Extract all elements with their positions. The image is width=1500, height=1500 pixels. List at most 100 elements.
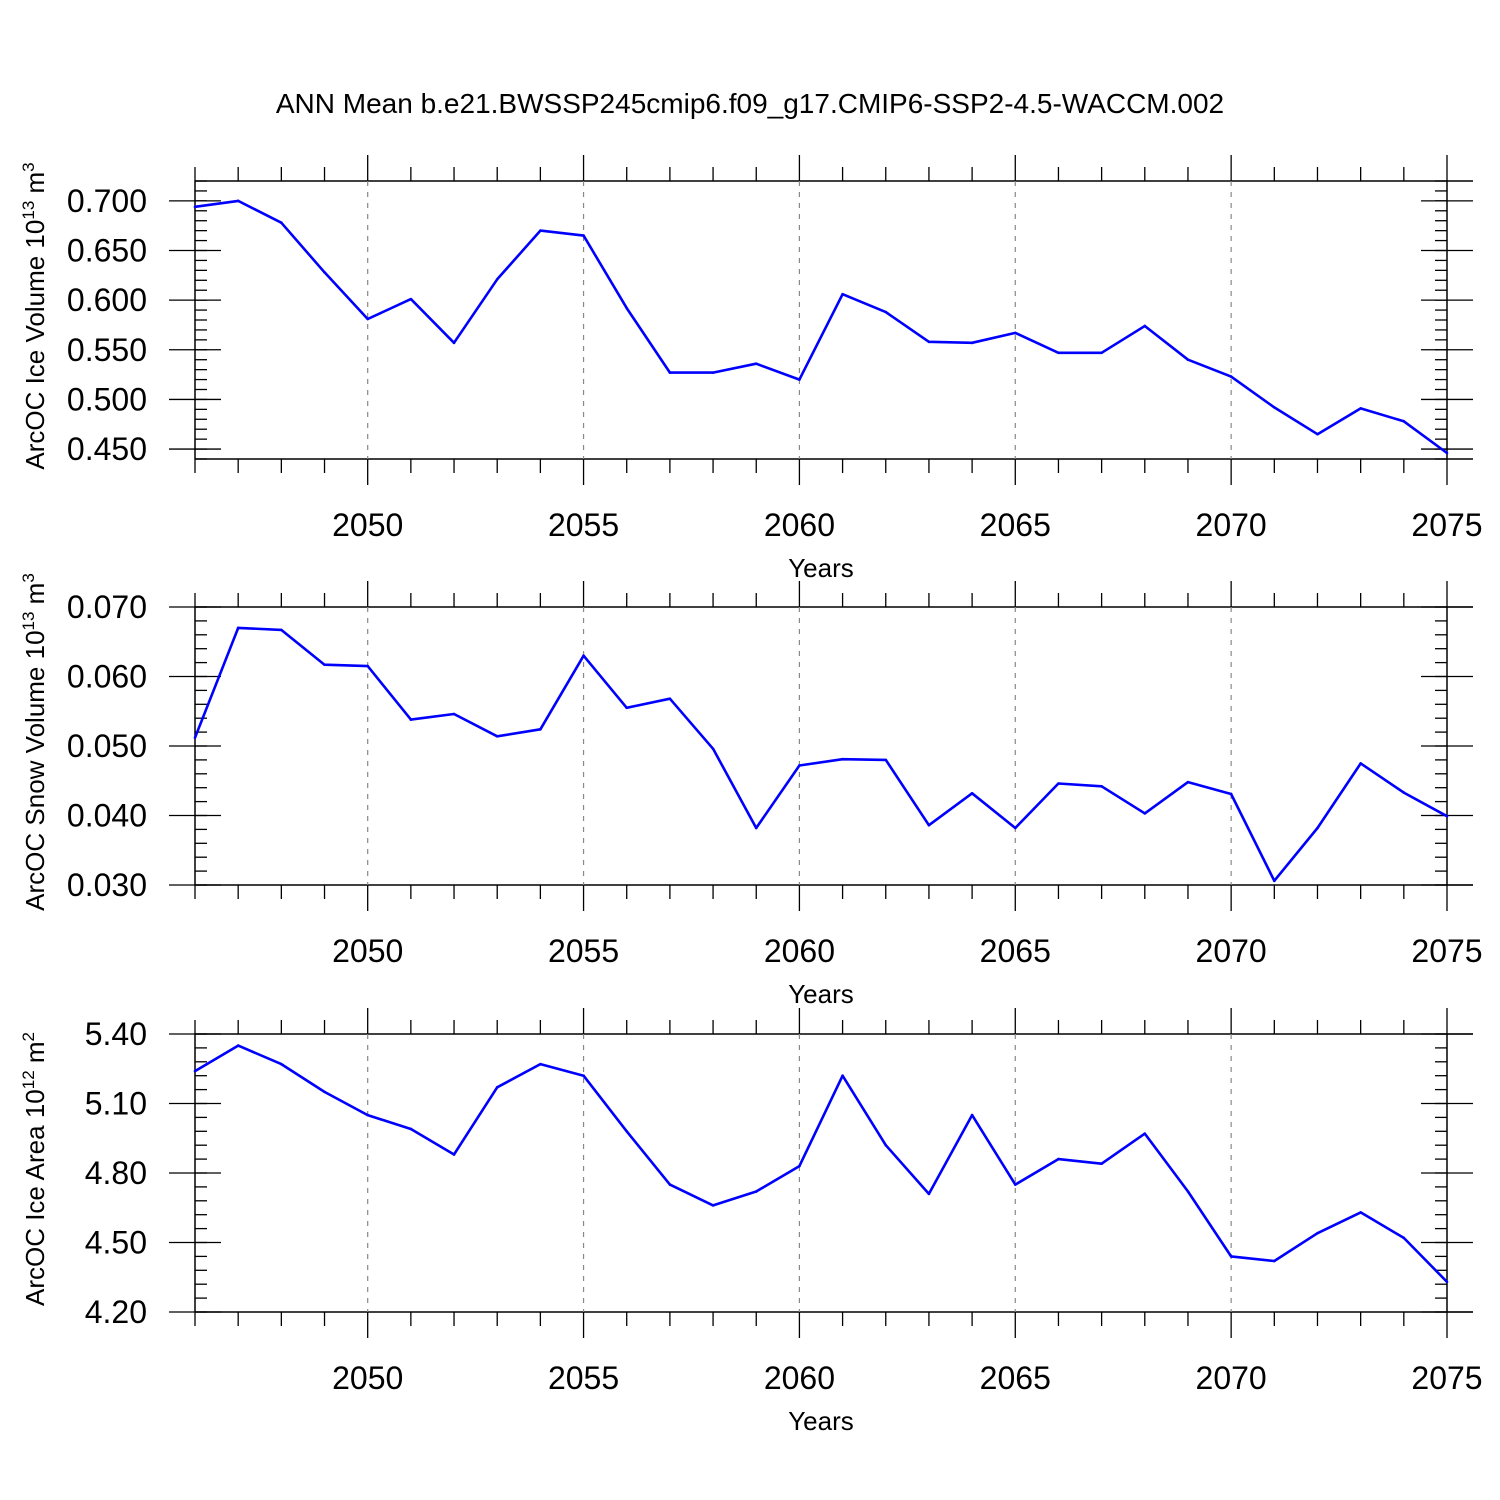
y-tick-label: 0.450 (67, 431, 147, 467)
data-point (884, 758, 888, 762)
x-tick-label: 2055 (548, 933, 619, 969)
x-tick-label: 2070 (1196, 933, 1267, 969)
data-point (236, 199, 240, 203)
y-axis-title-unit-exponent: 3 (19, 162, 38, 171)
data-point (1186, 780, 1190, 784)
data-point (193, 205, 197, 209)
y-axis-title-unit: m (20, 1041, 50, 1070)
data-point (323, 271, 326, 274)
y-tick-label: 0.550 (67, 332, 147, 368)
data-point (1013, 1183, 1017, 1186)
x-tick-label: 2060 (764, 1360, 835, 1396)
data-point (539, 229, 542, 232)
panel-1: 0.450 0.500 0.550 0.600 0.650 0.700 2050 2055 20… (19, 155, 1483, 583)
y-axis-title-exponent: 13 (19, 201, 38, 220)
data-point (193, 736, 197, 739)
data-point (1359, 762, 1362, 765)
y-tick-label: 5.40 (85, 1016, 147, 1052)
data-point (970, 1113, 974, 1117)
data-point (582, 1074, 585, 1077)
data-point (409, 718, 413, 721)
data-point (1229, 375, 1233, 378)
x-tick-label: 2065 (980, 507, 1051, 543)
data-point (841, 292, 844, 296)
data-point (452, 1153, 456, 1156)
data-point (1100, 1162, 1103, 1166)
data-point (1143, 812, 1147, 815)
data-point (1186, 358, 1190, 362)
data-point (1316, 1231, 1319, 1235)
data-point (323, 1090, 326, 1094)
series-line (193, 626, 1448, 883)
data-point (625, 306, 629, 310)
x-tick-label: 2075 (1411, 507, 1482, 543)
data-point (452, 712, 456, 716)
x-tick-label: 2050 (332, 507, 403, 543)
x-tick-label: 2075 (1411, 933, 1482, 969)
x-axis-title: Years (788, 1406, 854, 1436)
series-line (194, 199, 1448, 455)
y-axis-title: ArcOC Snow Volume 1013 m3 (19, 573, 50, 911)
data-point (495, 1085, 499, 1089)
data-point (193, 1069, 197, 1073)
data-point (711, 1204, 715, 1207)
data-point (366, 664, 369, 668)
data-point (1057, 351, 1060, 355)
data-point (1229, 1255, 1233, 1258)
x-tick-label: 2065 (980, 1360, 1051, 1396)
data-point (409, 1127, 413, 1131)
data-point (754, 362, 758, 365)
data-point (1100, 351, 1103, 355)
x-tick-label: 2060 (764, 933, 835, 969)
y-tick-label: 0.700 (67, 183, 147, 219)
data-point (1100, 785, 1103, 788)
panel-2: 0.030 0.040 0.050 0.060 0.070 2050 2055 2060 206… (19, 573, 1483, 1009)
data-point (1013, 331, 1017, 335)
y-tick-label: 0.070 (67, 589, 147, 625)
data-point (366, 317, 369, 321)
data-point (280, 221, 283, 224)
x-tick-label: 2055 (548, 1360, 619, 1396)
y-tick-label: 0.600 (67, 282, 147, 318)
x-tick-label: 2060 (764, 507, 835, 543)
x-tick-label: 2065 (980, 933, 1051, 969)
data-point (841, 1074, 844, 1077)
data-point (1273, 406, 1276, 409)
data-point (1445, 1280, 1449, 1284)
data-point (884, 1143, 888, 1147)
y-axis-title-exponent: 12 (19, 1070, 38, 1089)
y-axis-title-unit: m (20, 172, 50, 201)
x-axis-title: Years (788, 553, 854, 583)
data-point (1445, 451, 1449, 455)
data-point (452, 341, 456, 345)
data-point (668, 371, 672, 374)
data-point (582, 234, 585, 237)
data-point (841, 757, 844, 761)
data-point (927, 1192, 931, 1196)
y-tick-label: 4.80 (85, 1155, 147, 1191)
data-point (539, 1062, 542, 1066)
x-tick-label: 2070 (1196, 1360, 1267, 1396)
data-point (409, 297, 413, 301)
data-point (323, 663, 326, 666)
y-axis-title-unit-exponent: 3 (19, 573, 38, 582)
chart-title: ANN Mean b.e21.BWSSP245cmip6.f09_g17.CMI… (276, 88, 1224, 119)
data-point (1359, 1211, 1362, 1214)
data-point (625, 706, 629, 710)
data-point (236, 626, 240, 630)
y-axis-title-text: ArcOC Ice Area 10 (20, 1089, 50, 1306)
y-tick-label: 0.030 (67, 867, 147, 903)
data-point (884, 310, 888, 314)
y-tick-label: 5.10 (85, 1086, 147, 1122)
y-tick-label: 4.50 (85, 1225, 147, 1261)
data-point (1143, 324, 1147, 328)
panel-3: 4.20 4.50 4.80 5.10 5.40 2050 2055 2060 2065 2070… (19, 1008, 1483, 1436)
data-point (236, 1044, 240, 1047)
data-point (495, 277, 499, 281)
x-axis-title: Years (788, 979, 854, 1009)
data-point (280, 1062, 283, 1066)
data-point (1186, 1190, 1190, 1193)
data-point (927, 340, 931, 344)
x-tick-label: 2070 (1196, 507, 1267, 543)
